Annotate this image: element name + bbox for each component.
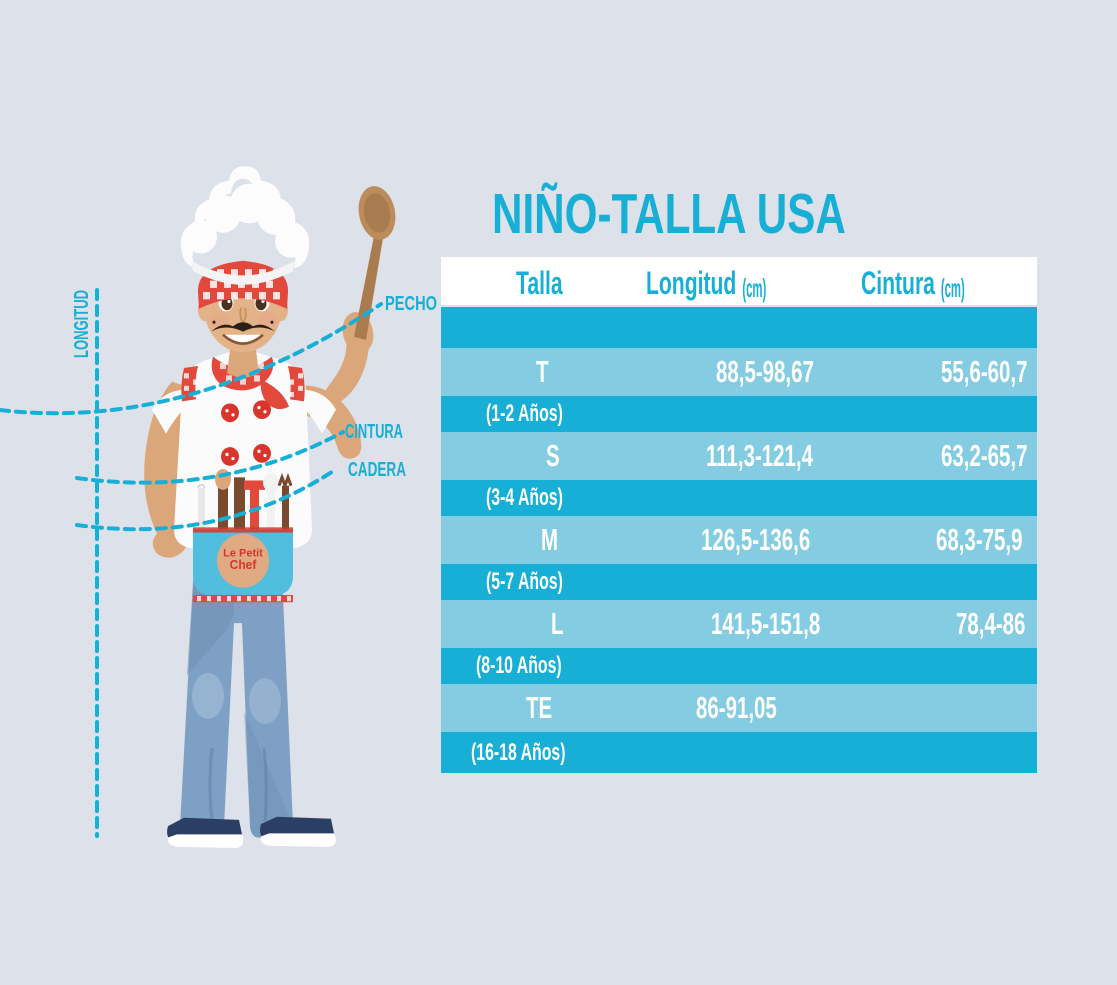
svg-text:PECHO: PECHO xyxy=(385,293,437,315)
svg-text:CADERA: CADERA xyxy=(348,459,406,481)
svg-text:CINTURA: CINTURA xyxy=(345,421,403,443)
svg-text:LONGITUD: LONGITUD xyxy=(71,290,93,358)
